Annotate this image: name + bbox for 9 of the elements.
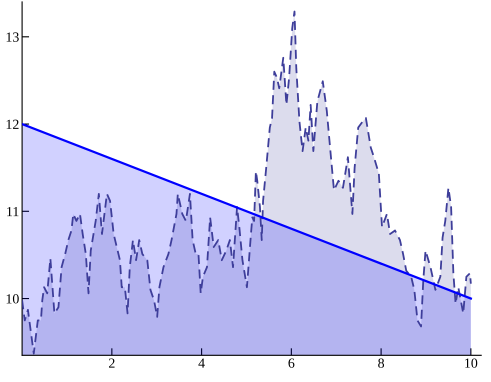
x-tick-label: 8: [378, 358, 384, 368]
y-tick-label: 10: [6, 294, 19, 304]
y-tick-label: 13: [6, 32, 19, 42]
x-tick-label: 6: [288, 358, 294, 368]
y-tick-label: 11: [7, 206, 18, 216]
x-tick-label: 10: [465, 358, 478, 368]
x-tick-label: 4: [198, 358, 205, 368]
x-tick-label: 2: [108, 358, 115, 368]
y-tick-label: 12: [6, 120, 19, 129]
